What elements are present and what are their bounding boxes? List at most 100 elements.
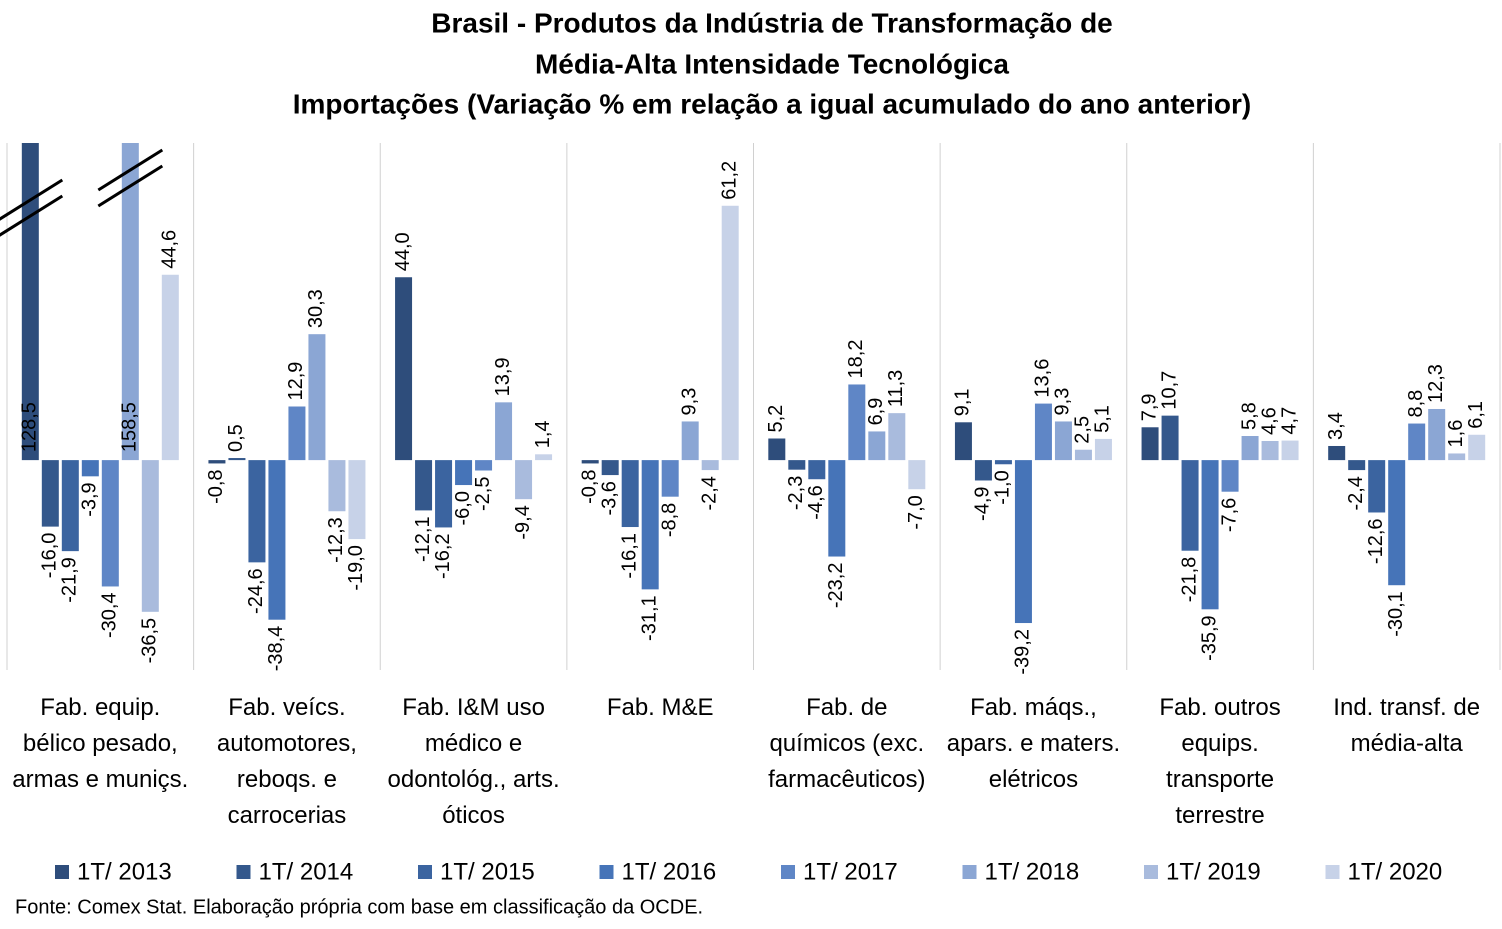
bar bbox=[848, 384, 866, 461]
value-label: 3,4 bbox=[1325, 412, 1347, 440]
value-label: -4,6 bbox=[805, 485, 827, 519]
bar bbox=[621, 460, 639, 528]
legend-label: 1T/ 2016 bbox=[622, 858, 717, 885]
legend-swatch bbox=[236, 865, 251, 879]
bar bbox=[661, 460, 679, 497]
value-label: -2,4 bbox=[698, 476, 720, 510]
value-label: -2,4 bbox=[1345, 476, 1367, 510]
bar bbox=[994, 460, 1012, 465]
bar bbox=[495, 402, 513, 461]
legend-swatch bbox=[1325, 865, 1340, 879]
x-tick-label: Fab. outros equips. transporte terrestre bbox=[1159, 694, 1281, 829]
value-label: -23,2 bbox=[825, 563, 847, 609]
bar bbox=[768, 438, 786, 461]
value-label: -6,0 bbox=[452, 491, 474, 525]
bar bbox=[1014, 460, 1032, 624]
bar bbox=[121, 143, 139, 461]
bar bbox=[788, 460, 806, 470]
value-label: 61,2 bbox=[718, 161, 740, 200]
legend-swatch bbox=[599, 865, 614, 879]
axis-break bbox=[0, 178, 64, 221]
value-label: 13,6 bbox=[1032, 359, 1054, 398]
bar bbox=[1281, 440, 1299, 461]
value-label: -3,9 bbox=[79, 482, 101, 516]
bar bbox=[228, 458, 246, 461]
legend-swatch bbox=[962, 865, 977, 879]
bar bbox=[475, 460, 493, 471]
value-label: -24,6 bbox=[245, 568, 267, 614]
bar bbox=[1428, 408, 1446, 461]
value-label: 10,7 bbox=[1158, 371, 1180, 410]
value-label: -0,8 bbox=[578, 469, 600, 503]
bar bbox=[868, 431, 886, 461]
value-label: 9,3 bbox=[678, 388, 700, 416]
chart-subtitle: Importações (Variação % em relação a igu… bbox=[293, 88, 1252, 119]
value-label: -3,6 bbox=[598, 481, 620, 515]
value-label: -0,8 bbox=[205, 469, 227, 503]
value-label: -16,2 bbox=[432, 533, 454, 579]
value-label: 18,2 bbox=[845, 340, 867, 379]
bar bbox=[1388, 460, 1406, 586]
legend-swatch bbox=[418, 865, 432, 879]
bar bbox=[1094, 438, 1112, 461]
bar bbox=[1161, 415, 1179, 461]
value-label: 5,1 bbox=[1092, 405, 1114, 433]
value-label: -35,9 bbox=[1198, 615, 1220, 661]
legend-swatch bbox=[781, 865, 795, 879]
bar bbox=[1221, 460, 1239, 492]
legend-label: 1T/ 2015 bbox=[440, 858, 535, 885]
value-label: -1,0 bbox=[992, 470, 1014, 504]
value-label: 9,3 bbox=[1052, 388, 1074, 416]
bar bbox=[1054, 421, 1072, 461]
bar bbox=[535, 454, 553, 461]
value-label: -16,0 bbox=[39, 533, 61, 579]
value-label: -19,0 bbox=[345, 545, 367, 591]
value-label: -30,4 bbox=[99, 592, 121, 638]
bar bbox=[888, 413, 906, 461]
bar bbox=[1368, 460, 1386, 513]
value-label: 11,3 bbox=[885, 370, 907, 407]
value-label: 4,6 bbox=[1258, 407, 1280, 435]
bar bbox=[1074, 449, 1092, 461]
bar bbox=[141, 460, 159, 612]
legend-label: 1T/ 2017 bbox=[803, 858, 898, 885]
bar bbox=[81, 460, 99, 477]
value-label: 9,1 bbox=[952, 388, 974, 416]
bar bbox=[954, 422, 972, 461]
value-label: -12,1 bbox=[412, 516, 434, 562]
value-label: 128,5 bbox=[19, 402, 41, 452]
value-label: -2,5 bbox=[472, 477, 494, 511]
bar bbox=[268, 460, 286, 620]
x-tick-label: Fab. equip. bélico pesado, armas e muniç… bbox=[12, 694, 189, 793]
bar bbox=[288, 406, 306, 461]
legend-label: 1T/ 2013 bbox=[77, 858, 172, 885]
value-label: -7,6 bbox=[1218, 498, 1240, 532]
value-label: 44,6 bbox=[159, 230, 181, 269]
legend-swatch bbox=[55, 865, 69, 879]
bar bbox=[161, 274, 179, 461]
value-label: 0,5 bbox=[225, 424, 247, 452]
bar bbox=[808, 460, 826, 480]
bar bbox=[328, 460, 346, 512]
chart-title: Brasil - Produtos da Indústria de Transf… bbox=[431, 7, 1113, 38]
bar bbox=[1448, 453, 1466, 461]
bar bbox=[61, 460, 79, 552]
x-tick-label: Fab. veícs. automotores, reboqs. e carro… bbox=[216, 694, 357, 829]
value-label: 158,5 bbox=[119, 402, 141, 452]
legend-swatch bbox=[1144, 865, 1158, 879]
value-label: 8,8 bbox=[1405, 390, 1427, 418]
bar bbox=[1181, 460, 1199, 551]
axis-break bbox=[0, 194, 64, 237]
value-label: 1,6 bbox=[1445, 420, 1467, 448]
bar bbox=[828, 460, 846, 557]
bar bbox=[1468, 434, 1486, 461]
bar bbox=[641, 460, 659, 590]
legend-label: 1T/ 2018 bbox=[985, 858, 1080, 885]
value-label: 30,3 bbox=[305, 289, 327, 328]
bar bbox=[395, 277, 413, 461]
plot-area bbox=[21, 143, 1486, 624]
value-label: 6,1 bbox=[1465, 401, 1487, 429]
value-label: 7,9 bbox=[1138, 393, 1160, 421]
source: Fonte: Comex Stat. Elaboração própria co… bbox=[15, 896, 703, 918]
